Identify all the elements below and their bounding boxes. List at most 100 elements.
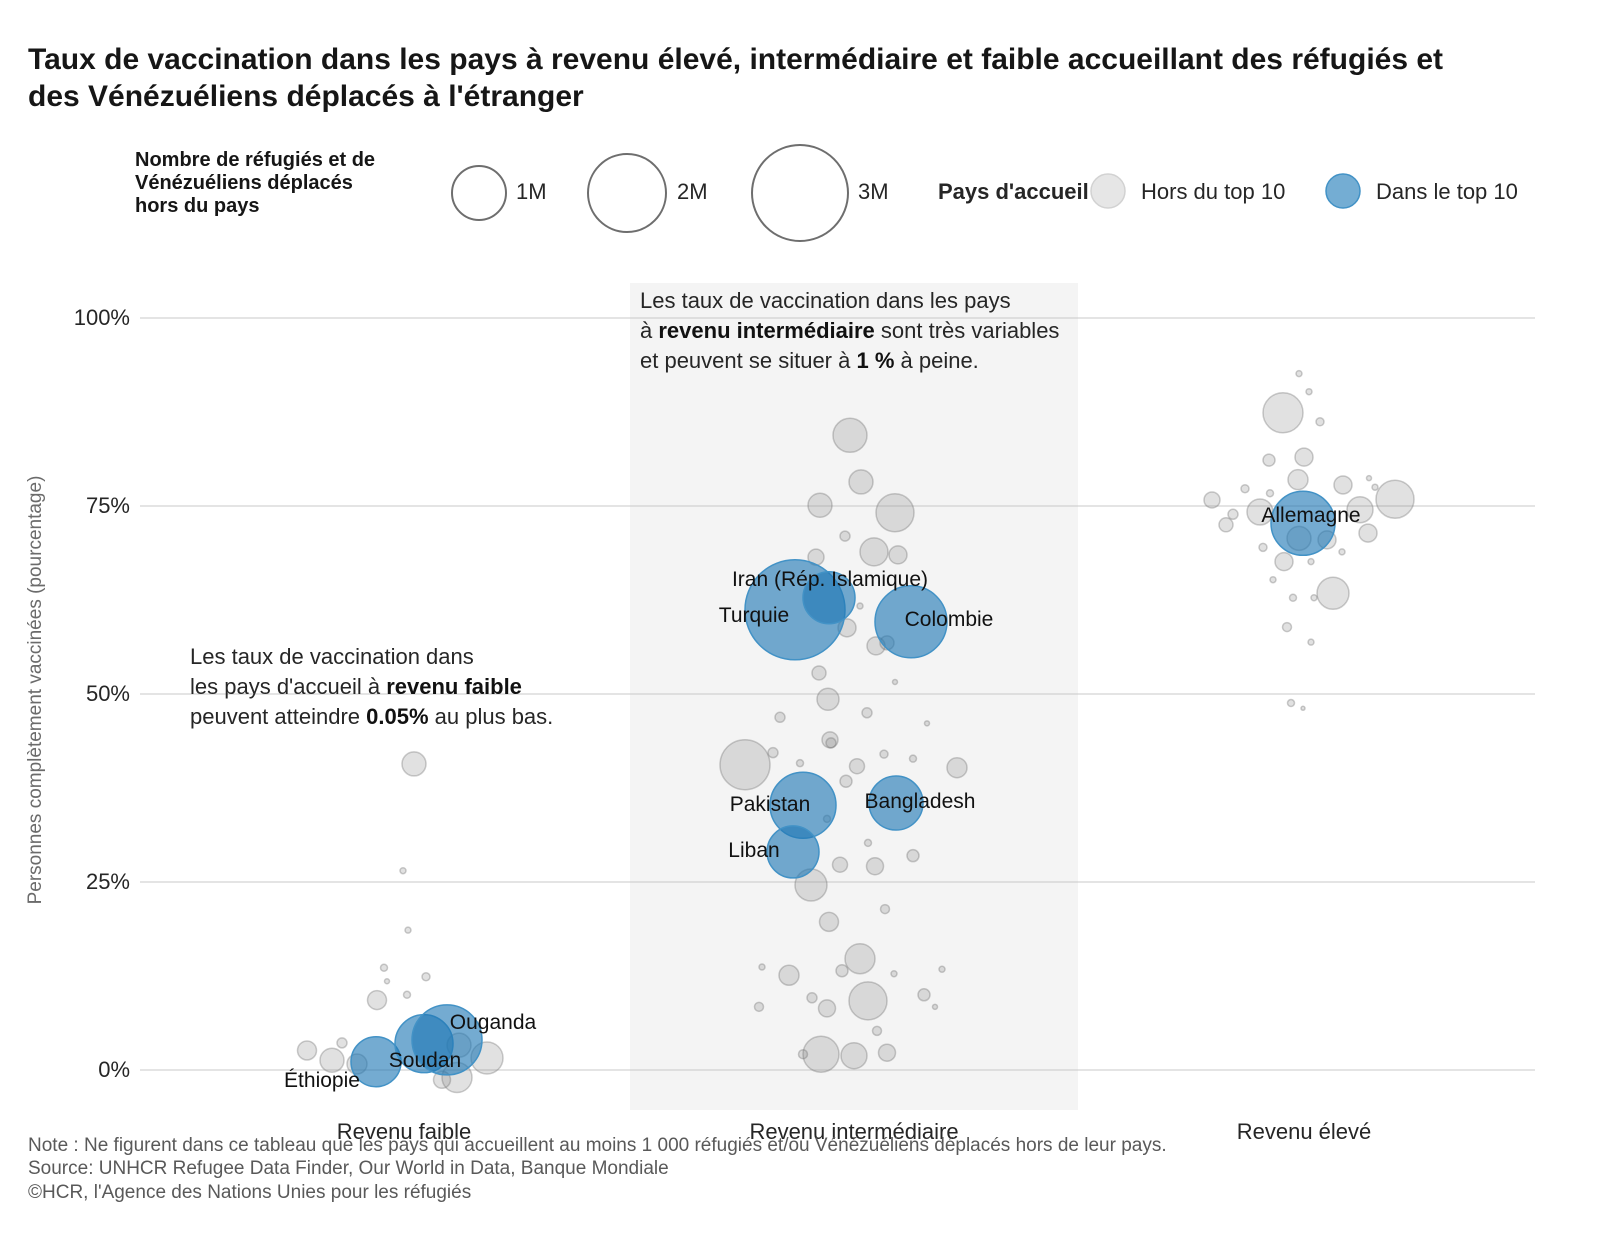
bubble-other [797, 1048, 809, 1060]
bubble-other [848, 469, 874, 495]
annotation-text: Les taux de vaccination dans [190, 644, 474, 669]
bubble-other [1227, 508, 1239, 521]
bubble-other [1358, 523, 1378, 543]
annotation-text: Les taux de vaccination dans les pays [640, 288, 1011, 313]
bubble-other [848, 981, 888, 1021]
host-legend-dot-other [1090, 173, 1126, 209]
footer-notes: Note : Ne figurent dans ce tableau que l… [28, 1134, 1167, 1204]
bubble-other [931, 1003, 939, 1011]
bubble-other [379, 963, 389, 972]
bubble-other [1274, 551, 1294, 572]
bubble-other [1286, 698, 1296, 708]
footnote: Note : Ne figurent dans ce tableau que l… [28, 1135, 1167, 1156]
bubble-other [816, 687, 840, 712]
bubble-other [1240, 483, 1250, 494]
bubble-other [879, 749, 889, 759]
source-line: Source: UNHCR Refugee Data Finder, Our W… [28, 1158, 669, 1180]
annotation-text: et peuvent se situer à [640, 348, 857, 373]
bubble-other [1287, 468, 1309, 491]
bubble-top10-Allemagne [1270, 490, 1336, 557]
size-legend-label-line1: Nombre de réfugiés et de [135, 149, 376, 171]
bubble-other [1262, 453, 1276, 467]
bubble-other [877, 1043, 897, 1062]
bubble-other [811, 665, 827, 681]
size-legend-circle-2M [587, 153, 667, 233]
middle-income-band [630, 283, 1078, 1110]
bubble-other [839, 530, 851, 542]
annotation-text: à [640, 318, 659, 343]
annotation-middle-income-line2: à revenu intermédiaire sont très variabl… [640, 316, 1059, 346]
bubble-other [1294, 447, 1314, 467]
annotation-text: à peine. [894, 348, 979, 373]
bubble-other [1281, 621, 1293, 633]
bubble-other [1258, 542, 1268, 553]
bubble-other [832, 417, 868, 454]
bubble-other [767, 746, 779, 759]
annotation-low-income: Les taux de vaccination dans les pays d'a… [190, 642, 553, 732]
host-legend-dot-top10 [1325, 173, 1361, 209]
bubble-other [1315, 417, 1325, 427]
bubble-other [319, 1047, 345, 1073]
bubble-top10-Éthiopie [350, 1035, 402, 1088]
bubble-other [1269, 575, 1277, 584]
size-legend-3m-label: 3M [858, 179, 889, 204]
annotation-middle-income: Les taux de vaccination dans les pays à r… [640, 286, 1059, 376]
bubble-other [1305, 387, 1313, 396]
bubble-other [856, 602, 864, 610]
annotation-middle-income-line1: Les taux de vaccination dans les pays [640, 286, 1059, 316]
annotation-low-income-line1: Les taux de vaccination dans [190, 642, 553, 672]
annotation-text: revenu faible [386, 674, 522, 699]
bubble-top10-Colombie [874, 585, 948, 659]
bubble-other [1307, 638, 1315, 646]
bubble-other [1375, 479, 1415, 519]
bubble-other [1333, 475, 1353, 495]
bubble-other [795, 758, 805, 768]
bubble-other [875, 493, 915, 533]
size-legend-circle-3M [751, 144, 849, 242]
bubble-other [758, 963, 766, 971]
bubble-other [1246, 498, 1274, 526]
bubble-other [1346, 496, 1374, 524]
bubble-other [1310, 593, 1318, 602]
bubble-other [946, 756, 968, 779]
bubble-other [906, 848, 920, 863]
bubble-other [807, 492, 833, 518]
bubble-other [753, 1001, 765, 1013]
bubble-other [1338, 548, 1346, 556]
bubble-top10-Liban [766, 825, 820, 879]
bubble-other [802, 1035, 840, 1073]
bubble-other [399, 866, 407, 875]
bubble-other [774, 711, 786, 724]
chart-title: Taux de vaccination dans les pays à reve… [28, 43, 1444, 113]
annotation-low-income-line2: les pays d'accueil à revenu faible [190, 672, 553, 702]
bubble-other [778, 964, 800, 986]
bubble-other [831, 856, 849, 873]
size-legend-label-line3: hors du pays [135, 195, 260, 217]
bubble-other [917, 988, 931, 1002]
bubble-other [890, 969, 898, 978]
bubble-other [871, 1025, 883, 1037]
bubble-top10-Iran (Rép. Islamique) [802, 570, 856, 625]
bubble-other [421, 972, 431, 982]
bubble-other [818, 911, 840, 933]
copyright-line: ©HCR, l'Agence des Nations Unies pour le… [28, 1181, 472, 1203]
bubble-other [383, 978, 391, 985]
size-legend-2m-label: 2M [677, 179, 708, 204]
bubble-other [879, 903, 891, 915]
bubble-other [402, 990, 412, 1000]
bubble-other [835, 963, 849, 978]
bubble-other [296, 1040, 318, 1061]
bubble-other [923, 720, 931, 727]
bubble-top10-Bangladesh [868, 775, 924, 831]
size-legend-label: Nombre de réfugiés et de Vénézuéliens dé… [135, 149, 445, 218]
bubble-other [839, 774, 853, 788]
bubble-other [1365, 474, 1373, 482]
bubble-other [1288, 593, 1298, 602]
annotation-text: sont très variables [874, 318, 1060, 343]
bubble-other [863, 838, 873, 848]
bubble-other [848, 757, 866, 775]
bubble-other [861, 707, 873, 719]
host-legend-in-top10-label: Dans le top 10 [1376, 179, 1518, 204]
bubble-other [821, 731, 839, 749]
bubble-other [1218, 517, 1234, 533]
